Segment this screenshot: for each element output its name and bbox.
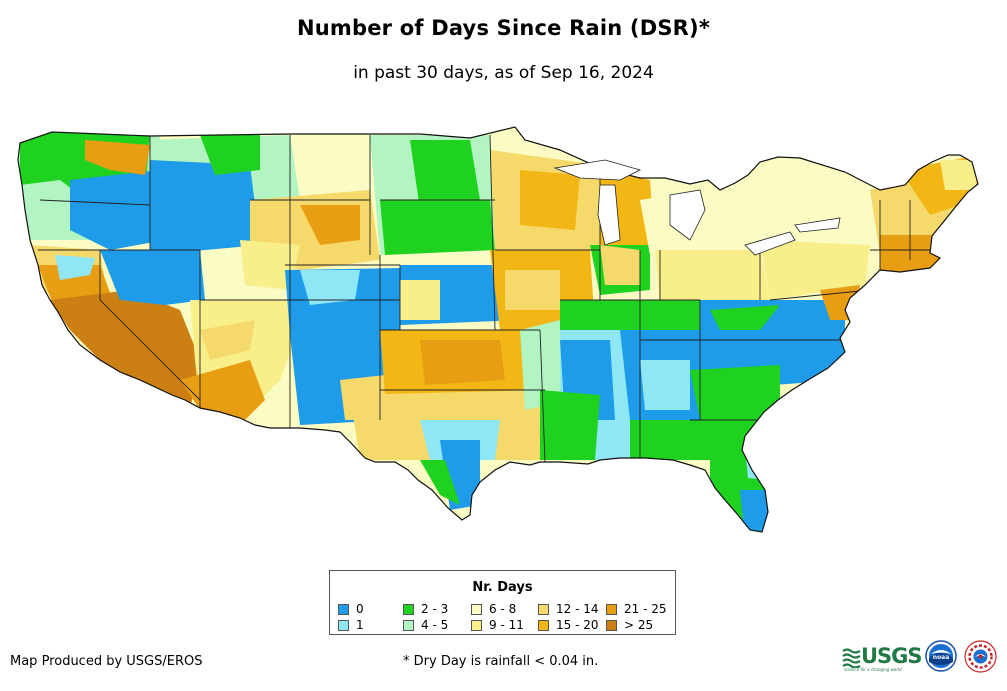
usgs-logo: USGS science for a changing world	[842, 644, 923, 672]
usgs-wordmark: USGS	[861, 644, 923, 668]
legend-label: 6 - 8	[489, 602, 517, 616]
nws-logo-icon	[964, 640, 997, 673]
legend-swatch	[403, 620, 414, 631]
legend-swatch	[471, 620, 482, 631]
map-title: Number of Days Since Rain (DSR)*	[296, 16, 711, 40]
legend-swatch	[403, 604, 414, 615]
legend-label: 12 - 14	[556, 602, 599, 616]
usgs-tagline: science for a changing world	[844, 667, 902, 672]
legend-label: 0	[356, 602, 364, 616]
legend-swatch	[338, 604, 349, 615]
legend-swatch	[606, 620, 617, 631]
legend: Nr. Days 0 1 2 - 3 4 - 5 6 - 8 9 - 11 12…	[329, 570, 676, 635]
noaa-logo-icon: noaa	[925, 640, 957, 672]
credit-text: Map Produced by USGS/EROS	[10, 654, 203, 669]
legend-swatch	[606, 604, 617, 615]
legend-label: 21 - 25	[624, 602, 667, 616]
footnote-text: * Dry Day is rainfall < 0.04 in.	[403, 654, 599, 669]
noaa-wordmark: noaa	[933, 654, 950, 661]
legend-title: Nr. Days	[472, 580, 533, 595]
legend-label: 15 - 20	[556, 618, 599, 632]
legend-label: 2 - 3	[421, 602, 449, 616]
map-subtitle: in past 30 days, as of Sep 16, 2024	[353, 63, 654, 83]
legend-label: 9 - 11	[489, 618, 524, 632]
legend-swatch	[538, 604, 549, 615]
legend-label: > 25	[624, 618, 654, 632]
legend-swatch	[471, 604, 482, 615]
legend-swatch	[338, 620, 349, 631]
logo-strip: USGS science for a changing world noaa	[842, 640, 1002, 674]
legend-label: 4 - 5	[421, 618, 449, 632]
legend-label: 1	[356, 618, 364, 632]
usgs-waves-icon	[842, 648, 861, 668]
legend-swatch	[538, 620, 549, 631]
